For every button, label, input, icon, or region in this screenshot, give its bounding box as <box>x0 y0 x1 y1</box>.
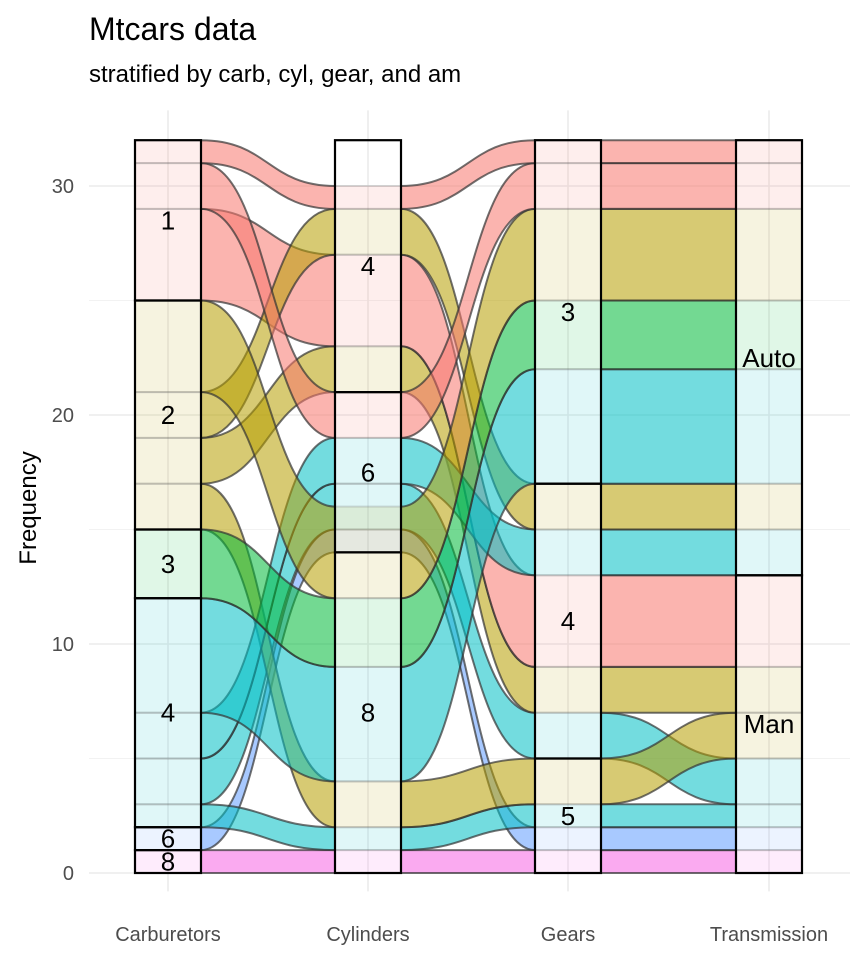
lode-segment <box>134 482 202 531</box>
lode-segment <box>334 391 402 439</box>
flows <box>200 139 737 875</box>
flow-band <box>600 482 737 531</box>
stratum-label: 5 <box>561 801 575 831</box>
lode-segment <box>334 849 402 874</box>
flow-band <box>600 139 737 165</box>
x-tick-label: Transmission <box>710 924 828 946</box>
lode-segment <box>334 185 402 210</box>
lode-segment <box>334 207 402 256</box>
stratum-label: 3 <box>561 297 575 327</box>
flow-band <box>600 803 737 829</box>
flow-band <box>600 528 737 577</box>
lode-segment <box>334 665 402 783</box>
flow-band <box>600 368 737 485</box>
stratum-box <box>333 139 403 394</box>
chart-subtitle: stratified by carb, cyl, gear, and am <box>89 61 461 88</box>
flow-band <box>600 162 737 210</box>
stratum-label: Auto <box>742 343 796 373</box>
stratum-box <box>533 139 603 485</box>
lode-segment <box>134 757 202 806</box>
stratum-label: 4 <box>161 698 175 728</box>
flow-band <box>400 849 536 875</box>
flow-band <box>600 574 737 668</box>
stratum-label: 8 <box>161 847 175 877</box>
x-tick-label: Carburetors <box>115 924 221 946</box>
lode-segment <box>735 574 803 668</box>
x-tick-labels: Carburetors Cylinders Gears Transmission <box>115 924 828 946</box>
lode-segment <box>134 299 202 394</box>
stratum-label: 6 <box>361 457 375 487</box>
lode-segment <box>134 162 202 210</box>
stratum-label: 2 <box>161 400 175 430</box>
lode-segment <box>534 757 602 806</box>
lode-segment <box>735 849 803 874</box>
lode-segment <box>534 139 602 165</box>
lode-segment <box>534 528 602 577</box>
lode-segment <box>334 597 402 668</box>
lode-segment <box>134 139 202 165</box>
stratum-label: 8 <box>361 698 375 728</box>
y-tick-labels: 0 10 20 30 <box>52 176 74 885</box>
flow-band <box>600 299 737 371</box>
lode-segment <box>735 368 803 485</box>
lode-segment <box>534 368 602 485</box>
x-tick-label: Cylinders <box>326 924 409 946</box>
lode-segment <box>334 253 402 348</box>
stratum-box <box>734 139 804 577</box>
lode-segment <box>735 299 803 371</box>
x-tick-label: Gears <box>541 924 595 946</box>
stratum-label: Man <box>744 709 795 739</box>
lode-segment <box>735 482 803 531</box>
flow-band <box>600 207 737 302</box>
lode-segment <box>735 207 803 302</box>
flow-band <box>600 665 737 714</box>
y-tick-label: 10 <box>52 634 74 656</box>
flow-band <box>600 849 737 875</box>
y-tick-label: 0 <box>63 863 74 885</box>
flow-band <box>600 826 737 852</box>
lode-segment <box>334 345 402 394</box>
y-tick-label: 30 <box>52 176 74 198</box>
lode-segment <box>735 803 803 829</box>
stratum-label: 1 <box>161 205 175 235</box>
lode-segment <box>534 711 602 760</box>
lode-segment <box>735 528 803 577</box>
stratum-label: 4 <box>361 251 375 281</box>
lode-segment <box>534 665 602 714</box>
stratum-box <box>133 139 203 302</box>
lode-segment <box>334 826 402 852</box>
lode-segment <box>534 849 602 874</box>
chart-title: Mtcars data <box>89 11 256 47</box>
stratum-label: 6 <box>161 824 175 854</box>
flow-band <box>200 849 336 875</box>
lode-segment <box>534 162 602 210</box>
stratum-label: 4 <box>561 606 575 636</box>
lode-segment <box>334 780 402 829</box>
lode-segment <box>735 139 803 165</box>
lode-segment <box>534 482 602 531</box>
lode-segment <box>735 711 803 760</box>
y-tick-label: 20 <box>52 405 74 427</box>
stratum-label: 3 <box>161 549 175 579</box>
lode-segment <box>735 826 803 852</box>
lode-segment <box>735 162 803 210</box>
lode-segment <box>735 665 803 714</box>
lode-segment <box>134 436 202 485</box>
lode-segment <box>134 528 202 600</box>
lode-segment <box>534 574 602 668</box>
lode-segment <box>534 207 602 302</box>
y-axis-label: Frequency <box>15 451 42 564</box>
lode-segment <box>735 757 803 806</box>
lode-segment <box>134 597 202 714</box>
